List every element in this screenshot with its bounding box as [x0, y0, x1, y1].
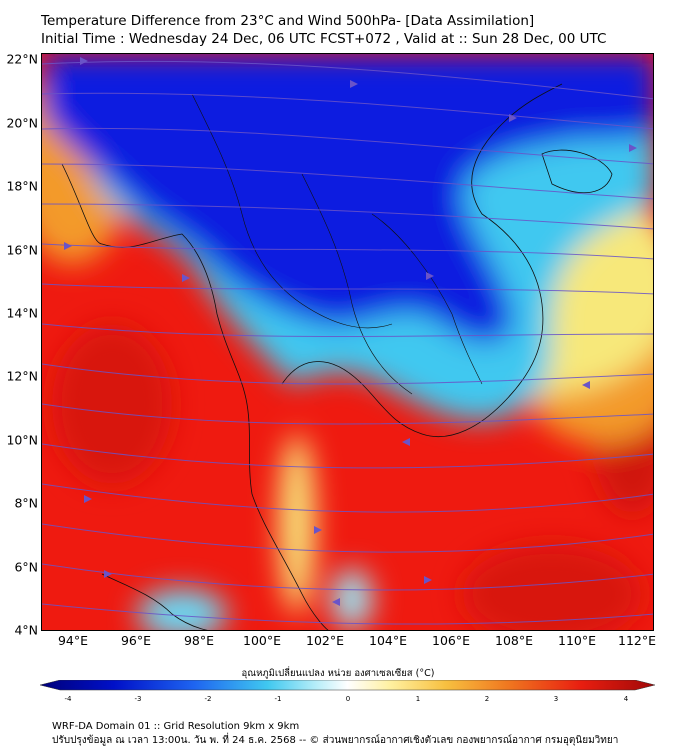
- lon-label: 106°E: [431, 633, 471, 648]
- colorbar-tick: -1: [274, 695, 282, 703]
- sumatra-coast: [101, 573, 208, 630]
- arrow-icon: [509, 114, 517, 122]
- colorbar-tick: 1: [415, 695, 421, 703]
- cool-spot-south: [332, 569, 372, 629]
- streamline: [42, 523, 653, 553]
- colorbar: [40, 680, 655, 691]
- arrow-icon: [629, 144, 637, 152]
- arrow-icon: [350, 80, 358, 88]
- arrow-icon: [182, 274, 190, 282]
- footer: WRF-DA Domain 01 :: Grid Resolution 9km …: [52, 720, 618, 748]
- coastlines: [61, 83, 613, 630]
- colorbar-gradient: [40, 680, 655, 691]
- hot-pocket-south: [462, 544, 642, 630]
- streamline: [42, 283, 653, 295]
- streamline: [42, 443, 653, 469]
- arrow-icon: [424, 576, 432, 584]
- lon-label: 108°E: [494, 633, 534, 648]
- border-2: [301, 173, 413, 395]
- title-line-2: Initial Time : Wednesday 24 Dec, 06 UTC …: [41, 31, 607, 47]
- gulf-cool-patch: [537, 139, 627, 209]
- arrow-icon: [402, 438, 410, 446]
- streamline: [42, 92, 653, 130]
- streamline: [42, 127, 653, 165]
- streamline: [42, 323, 653, 337]
- colorbar-tick: -2: [204, 695, 212, 703]
- streamline: [42, 563, 653, 591]
- streamline: [42, 403, 653, 425]
- arrow-icon: [582, 381, 590, 389]
- streamline: [42, 60, 653, 100]
- lat-label: 12°N: [6, 368, 38, 384]
- streamline: [42, 203, 653, 230]
- lat-label: 4°N: [14, 622, 38, 638]
- arrow-icon: [426, 272, 434, 280]
- colorbar-tick: 3: [553, 695, 559, 703]
- colorbar-tick: -4: [64, 695, 72, 703]
- footer-line-2: ปรับปรุงข้อมูล ณ เวลา 13:00น. วัน พ. ที่…: [52, 735, 619, 746]
- border-1: [191, 93, 393, 329]
- lon-label: 94°E: [57, 633, 89, 648]
- wind-arrows: [64, 57, 637, 606]
- colorbar-tick: -3: [134, 695, 142, 703]
- lat-label: 14°N: [6, 305, 38, 321]
- lat-label: 16°N: [6, 242, 38, 258]
- lat-label: 20°N: [6, 115, 38, 131]
- colorbar-tick: 4: [623, 695, 629, 703]
- map-panel: [41, 53, 654, 631]
- title-line-1: Temperature Difference from 23°C and Win…: [41, 13, 535, 29]
- western-coastline: [61, 163, 329, 630]
- hot-pocket-west: [52, 324, 172, 484]
- lon-label: 100°E: [242, 633, 282, 648]
- lat-label: 6°N: [14, 559, 38, 575]
- lon-label: 96°E: [120, 633, 152, 648]
- lon-label: 104°E: [368, 633, 408, 648]
- colorbar-tick: 2: [484, 695, 490, 703]
- lat-label: 18°N: [6, 178, 38, 194]
- arrow-icon: [80, 57, 88, 65]
- lon-label: 102°E: [305, 633, 345, 648]
- lat-label: 22°N: [6, 51, 38, 67]
- colorbar-tick: 0: [345, 695, 351, 703]
- peninsula-yellow: [279, 434, 315, 614]
- lat-label: 8°N: [14, 495, 38, 511]
- chart-title: Temperature Difference from 23°C and Win…: [41, 12, 606, 48]
- eastern-coastline: [281, 83, 563, 438]
- streamline: [42, 483, 653, 513]
- hainan-coast: [541, 149, 613, 193]
- arrow-icon: [64, 242, 72, 250]
- streamline: [42, 243, 653, 260]
- borders: [191, 93, 483, 395]
- colorbar-title: อุณหภูมิเปลี่ยนแปลง หน่วย องศาเซลเซียส (…: [241, 668, 435, 679]
- lon-label: 112°E: [617, 633, 657, 648]
- cool-spot-southwest: [137, 589, 227, 630]
- footer-line-1: WRF-DA Domain 01 :: Grid Resolution 9km …: [52, 721, 300, 732]
- arrow-icon: [84, 495, 92, 503]
- streamline: [42, 163, 653, 200]
- streamline: [42, 363, 653, 385]
- lat-label: 10°N: [6, 432, 38, 448]
- arrow-icon: [332, 598, 340, 606]
- arrow-icon: [314, 526, 322, 534]
- border-3: [371, 213, 483, 385]
- lon-label: 110°E: [557, 633, 597, 648]
- arrow-icon: [104, 570, 112, 578]
- temperature-map: [42, 54, 653, 630]
- wind-streamlines: [42, 60, 653, 625]
- lon-label: 98°E: [183, 633, 215, 648]
- streamline: [42, 603, 653, 625]
